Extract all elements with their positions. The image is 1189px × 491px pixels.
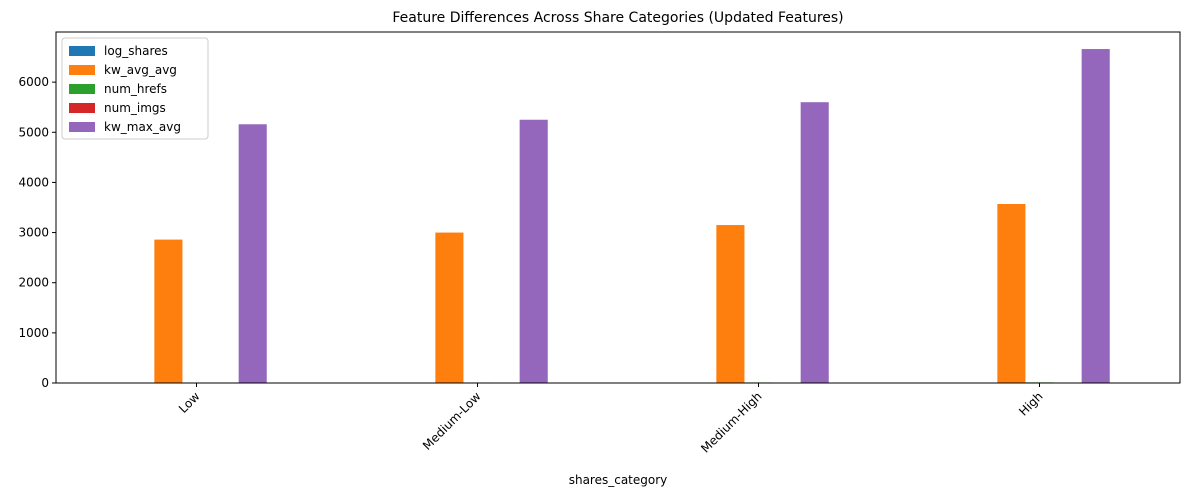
y-axis: 0 1000 2000 3000 4000 5000 6000 [18,75,56,390]
legend-label-kw_max_avg: kw_max_avg [104,120,181,134]
bar-kw_max_avg-high [1081,49,1110,383]
x-tick-label: High [1016,389,1045,418]
legend-label-num_imgs: num_imgs [104,101,166,115]
bars-group [126,49,1110,384]
x-tick-label: Low [176,389,203,416]
bar-kw_avg_avg-medium-low [435,232,464,383]
bar-kw_max_avg-medium-high [800,102,829,383]
legend-label-log_shares: log_shares [104,44,168,58]
legend-swatch-kw_max_avg [69,122,95,132]
y-tick-label: 0 [41,376,49,390]
x-axis-label: shares_category [569,473,668,487]
legend: log_shares kw_avg_avg num_hrefs num_imgs kw_… [61,37,209,140]
y-tick-label: 5000 [18,125,49,139]
y-tick-label: 2000 [18,276,49,290]
legend-swatch-log_shares [69,46,95,56]
chart-title: Feature Differences Across Share Categor… [392,10,843,26]
x-axis: Low Medium-Low Medium-High High [176,383,1046,456]
bar-kw_avg_avg-medium-high [716,225,745,383]
bar-kw_avg_avg-high [997,203,1026,383]
legend-label-kw_avg_avg: kw_avg_avg [104,63,177,77]
legend-swatch-num_hrefs [69,84,95,94]
y-tick-label: 1000 [18,326,49,340]
plot-frame [55,31,1181,384]
legend-label-num_hrefs: num_hrefs [104,82,167,96]
bar-kw_max_avg-low [238,124,267,384]
legend-frame [61,37,209,140]
bar-kw_max_avg-medium-low [519,119,548,383]
y-tick-label: 4000 [18,175,49,189]
y-tick-label: 6000 [18,75,49,89]
bar-kw_avg_avg-low [154,239,183,383]
x-tick-label: Medium-High [698,389,764,455]
x-tick-label: Medium-Low [420,389,484,453]
legend-swatch-num_imgs [69,103,95,113]
legend-swatch-kw_avg_avg [69,65,95,75]
y-tick-label: 3000 [18,226,49,240]
